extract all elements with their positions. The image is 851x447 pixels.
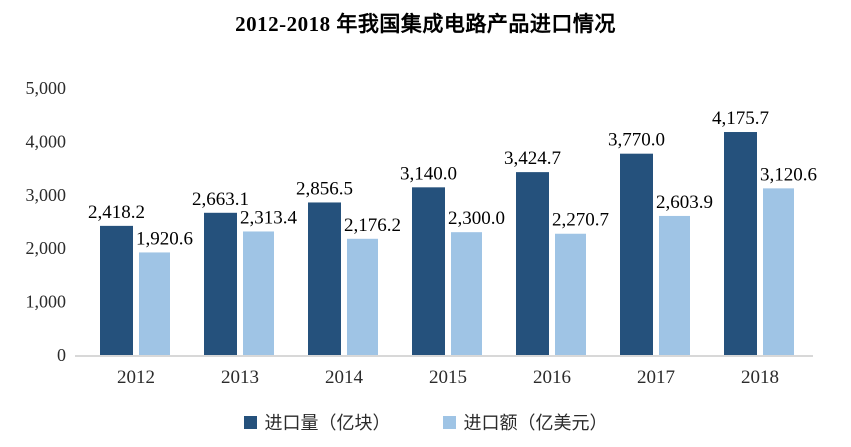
bar-value-label-import-volume: 2,663.1 [192, 189, 249, 210]
bar-value-label-import-volume: 2,856.5 [296, 178, 353, 199]
bar-import-volume [724, 132, 757, 355]
legend-label-import-volume: 进口量（亿块） [264, 413, 391, 433]
bar-value-label-import-value: 2,176.2 [344, 215, 401, 236]
x-axis-label: 2015 [429, 367, 467, 388]
x-axis-label: 2017 [637, 367, 675, 388]
bar-value-label-import-volume: 3,140.0 [400, 163, 457, 184]
x-axis-label: 2012 [117, 367, 155, 388]
legend-item-import-volume: 进口量（亿块） [243, 409, 391, 435]
bar-import-volume [100, 225, 133, 355]
x-axis-label: 2013 [221, 367, 259, 388]
bar-value-label-import-volume: 4,175.7 [712, 108, 769, 129]
chart-title: 2012-2018 年我国集成电路产品进口情况 [235, 12, 616, 36]
bar-value-label-import-value: 3,120.6 [760, 164, 817, 185]
bar-import-volume [620, 153, 653, 355]
bar-value-label-import-value: 2,270.7 [552, 210, 609, 231]
bar-import-value [347, 238, 378, 355]
legend-swatch-import-value [442, 415, 456, 429]
y-axis-tick-label: 2,000 [26, 238, 67, 258]
y-axis-tick-label: 3,000 [26, 185, 67, 205]
x-axis-label: 2018 [741, 367, 779, 388]
bar-import-value [555, 233, 586, 355]
bar-import-value [243, 231, 274, 355]
legend-item-import-value: 进口额（亿美元） [442, 409, 608, 435]
bar-import-value [659, 215, 690, 355]
bar-import-value [451, 232, 482, 355]
bar-value-label-import-value: 2,603.9 [656, 192, 713, 213]
y-axis-tick-label: 0 [57, 345, 66, 365]
bar-import-value [139, 252, 170, 355]
legend-label-import-value: 进口额（亿美元） [463, 413, 608, 433]
bar-value-label-import-volume: 3,770.0 [608, 130, 665, 151]
bar-value-label-import-volume: 2,418.2 [88, 202, 145, 223]
y-axis-tick-label: 4,000 [26, 131, 67, 151]
y-axis-tick-label: 5,000 [26, 78, 67, 98]
bar-import-volume [516, 172, 549, 355]
bar-value-label-import-value: 1,920.6 [136, 228, 193, 249]
x-axis-label: 2014 [325, 367, 364, 388]
legend-swatch-import-volume [243, 415, 257, 429]
bar-value-label-import-volume: 3,424.7 [504, 148, 561, 169]
bar-import-value [763, 188, 794, 355]
bar-import-volume [412, 187, 445, 355]
bar-import-volume [204, 212, 237, 355]
bar-value-label-import-value: 2,300.0 [448, 208, 505, 229]
y-axis-tick-label: 1,000 [26, 292, 67, 312]
bar-value-label-import-value: 2,313.4 [240, 207, 298, 228]
x-axis-label: 2016 [533, 367, 571, 388]
bar-import-volume [308, 202, 341, 355]
legend: 进口量（亿块） 进口额（亿美元） [0, 409, 851, 435]
